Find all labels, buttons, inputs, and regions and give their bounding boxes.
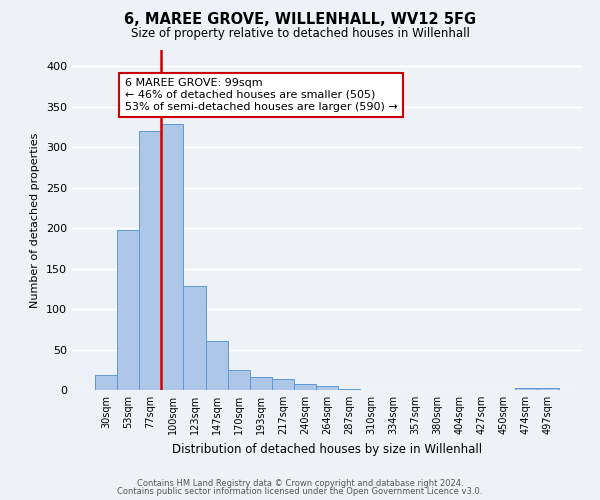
Bar [139, 131, 161, 390]
Bar [250, 377, 272, 390]
Bar [338, 389, 360, 390]
Bar [537, 388, 559, 390]
Bar [184, 286, 206, 390]
Text: Contains public sector information licensed under the Open Government Licence v3: Contains public sector information licen… [118, 487, 482, 496]
Bar [294, 384, 316, 390]
Text: 6, MAREE GROVE, WILLENHALL, WV12 5FG: 6, MAREE GROVE, WILLENHALL, WV12 5FG [124, 12, 476, 28]
Bar [161, 124, 184, 390]
Bar [95, 376, 117, 390]
Text: 6 MAREE GROVE: 99sqm
← 46% of detached houses are smaller (505)
53% of semi-deta: 6 MAREE GROVE: 99sqm ← 46% of detached h… [125, 78, 398, 112]
Bar [272, 378, 294, 390]
Text: Contains HM Land Registry data © Crown copyright and database right 2024.: Contains HM Land Registry data © Crown c… [137, 478, 463, 488]
Bar [206, 342, 227, 390]
Bar [117, 230, 139, 390]
Text: Size of property relative to detached houses in Willenhall: Size of property relative to detached ho… [131, 28, 469, 40]
Y-axis label: Number of detached properties: Number of detached properties [31, 132, 40, 308]
Bar [515, 388, 537, 390]
Bar [227, 370, 250, 390]
Bar [316, 386, 338, 390]
X-axis label: Distribution of detached houses by size in Willenhall: Distribution of detached houses by size … [172, 442, 482, 456]
